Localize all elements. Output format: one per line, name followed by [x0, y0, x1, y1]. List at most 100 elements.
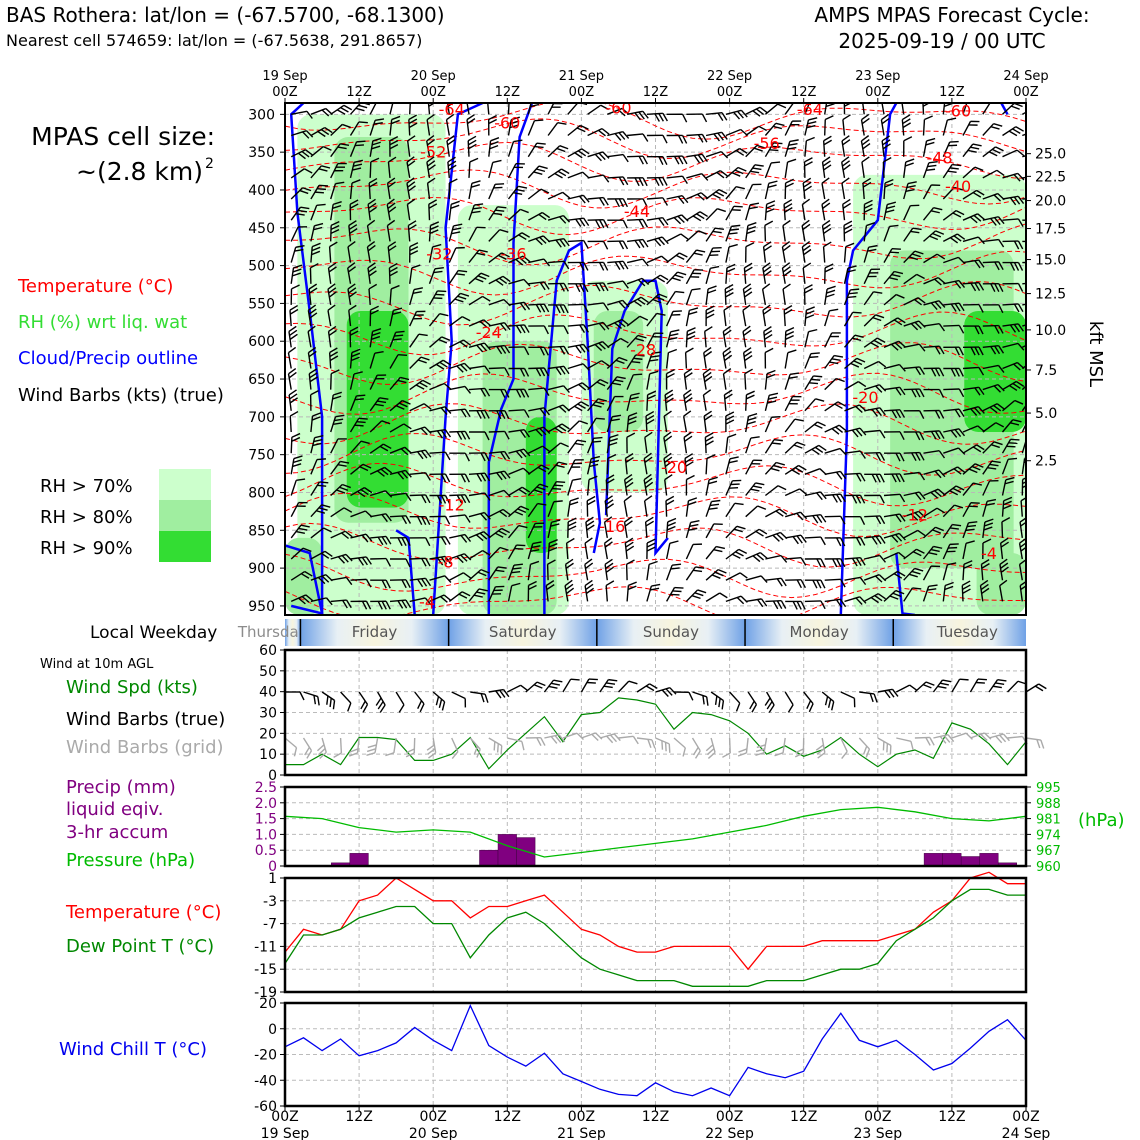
grid-barb-3: [333, 737, 343, 759]
upper-barb-643-feather-0: [820, 514, 827, 523]
upper-barb-554: [745, 144, 766, 158]
upper-barb-107-staff: [369, 331, 374, 348]
grid-barb-36: [951, 732, 973, 740]
upper-barb-754-staff: [903, 320, 920, 327]
upper-barb-528-feather-2: [733, 111, 741, 120]
upper-barb-230: [468, 409, 490, 419]
upper-barb-208-feather-0: [464, 452, 470, 462]
upper-barb-439: [646, 255, 669, 264]
upper-barb-366-feather-0: [602, 241, 609, 250]
wind-ytick-label-6: 60: [259, 643, 277, 659]
upper-barb-823-feather-1: [974, 260, 981, 269]
upper-barb-814: [942, 562, 957, 581]
upper-barb-29-staff: [310, 205, 318, 221]
upper-barb-780: [923, 367, 945, 377]
surface-barb-14-feather-0: [553, 679, 563, 683]
upper-barb-77-feather-1: [349, 203, 359, 209]
upper-barb-892-staff: [1022, 197, 1026, 200]
upper-barb-33: [308, 283, 318, 305]
upper-barb-649-feather-0: [824, 115, 834, 121]
upper-barb-827-feather-1: [974, 346, 980, 356]
upper-barb-703-feather-0: [868, 244, 878, 248]
bottom-time-0: 00Z: [271, 1109, 298, 1125]
upper-barb-716-feather-1: [875, 536, 882, 545]
upper-barb-615-staff: [784, 418, 796, 433]
upper-barb-881-feather-0: [1008, 457, 1018, 461]
upper-barb-850-feather-1: [994, 325, 1000, 334]
upper-barb-863-feather-2: [981, 587, 990, 595]
upper-barb-271-feather-0: [522, 255, 531, 263]
upper-barb-611-feather-1: [785, 330, 795, 336]
upper-barb-685-feather-0: [857, 381, 867, 388]
grid-barb-32: [877, 737, 892, 755]
upper-barb-562-staff: [742, 310, 747, 327]
upper-barb-324-feather-1: [559, 366, 566, 375]
upper-barb-2-feather-0: [305, 149, 314, 156]
grid-barb-22-feather-1: [692, 747, 699, 756]
upper-barb-234-staff: [468, 492, 485, 497]
upper-barb-787-staff: [923, 507, 938, 518]
upper-barb-405-staff: [603, 543, 608, 560]
upper-barb-545-staff: [725, 458, 731, 475]
upper-barb-201-feather-2: [454, 298, 464, 303]
upper-barb-706-feather-0: [875, 314, 885, 319]
upper-barb-807-feather-1: [954, 429, 962, 438]
upper-barb-605: [783, 199, 793, 221]
upper-barb-492-staff: [684, 352, 688, 369]
upper-barb-195-feather-0: [447, 156, 456, 163]
upper-barb-463-staff: [666, 252, 680, 264]
upper-barb-753-feather-1: [914, 298, 923, 306]
upper-barb-273-feather-0: [523, 301, 531, 310]
upper-barb-793: [942, 117, 957, 136]
upper-barb-286-feather-0: [513, 563, 523, 566]
upper-barb-606-feather-0: [782, 219, 791, 227]
temp-label-11: -36: [500, 244, 526, 263]
upper-barb-283-feather-2: [514, 510, 524, 516]
upper-barb-278-staff: [508, 409, 525, 412]
grid-barb-8-feather-0: [428, 752, 437, 759]
upper-barb-290-staff: [527, 142, 538, 158]
upper-barb-580-staff: [764, 183, 770, 200]
upper-barb-612-staff: [784, 352, 789, 369]
bottom-time-10: 00Z: [1012, 1109, 1039, 1125]
upper-barb-79: [347, 241, 356, 263]
upper-barb-403-feather-0: [604, 495, 613, 502]
upper-barb-731-feather-2: [890, 343, 899, 351]
upper-barb-140-feather-2: [397, 537, 403, 547]
grid-barb-28-feather-0: [794, 752, 804, 758]
upper-barb-386-staff: [607, 153, 624, 158]
upper-barb-293-feather-0: [541, 211, 551, 219]
pressure-tick-label-7: 650: [248, 372, 275, 388]
upper-barb-176: [428, 267, 444, 285]
upper-barb-268: [507, 185, 528, 200]
upper-barb-595-staff: [765, 508, 780, 518]
upper-barb-330-feather-0: [556, 481, 566, 484]
pressure-tick-label-3: 450: [248, 221, 275, 237]
upper-barb-57-feather-1: [328, 287, 337, 294]
upper-barb-383-feather-0: [584, 579, 593, 587]
upper-barb-519-feather-0: [703, 410, 712, 417]
upper-barb-696-staff: [861, 103, 865, 115]
upper-barb-555-feather-2: [750, 170, 760, 174]
upper-barb-406-feather-1: [605, 562, 614, 569]
upper-barb-546: [725, 479, 742, 496]
grid-barb-18-staff: [618, 735, 634, 739]
upper-barb-642-feather-1: [816, 492, 823, 501]
upper-barb-825-feather-0: [978, 304, 984, 313]
upper-barb-453: [646, 538, 656, 560]
upper-barb-48-feather-0: [343, 104, 353, 111]
surface-barb-37-staff: [969, 678, 979, 693]
surface-barb-16-feather-0: [588, 678, 598, 681]
upper-barb-667-feather-0: [840, 515, 846, 525]
upper-barb-162-staff: [409, 494, 426, 497]
upper-barb-387-staff: [607, 176, 624, 179]
upper-barb-772-feather-0: [931, 184, 941, 187]
upper-barb-855-feather-0: [995, 422, 1005, 428]
upper-barb-265-feather-1: [510, 120, 520, 125]
upper-barb-248-feather-0: [502, 275, 511, 283]
upper-barb-560-staff: [743, 267, 747, 284]
upper-barb-729-feather-0: [895, 293, 905, 299]
upper-barb-64-staff: [330, 438, 339, 454]
upper-barb-40-feather-0: [314, 434, 324, 439]
upper-barb-175-feather-0: [432, 243, 442, 248]
